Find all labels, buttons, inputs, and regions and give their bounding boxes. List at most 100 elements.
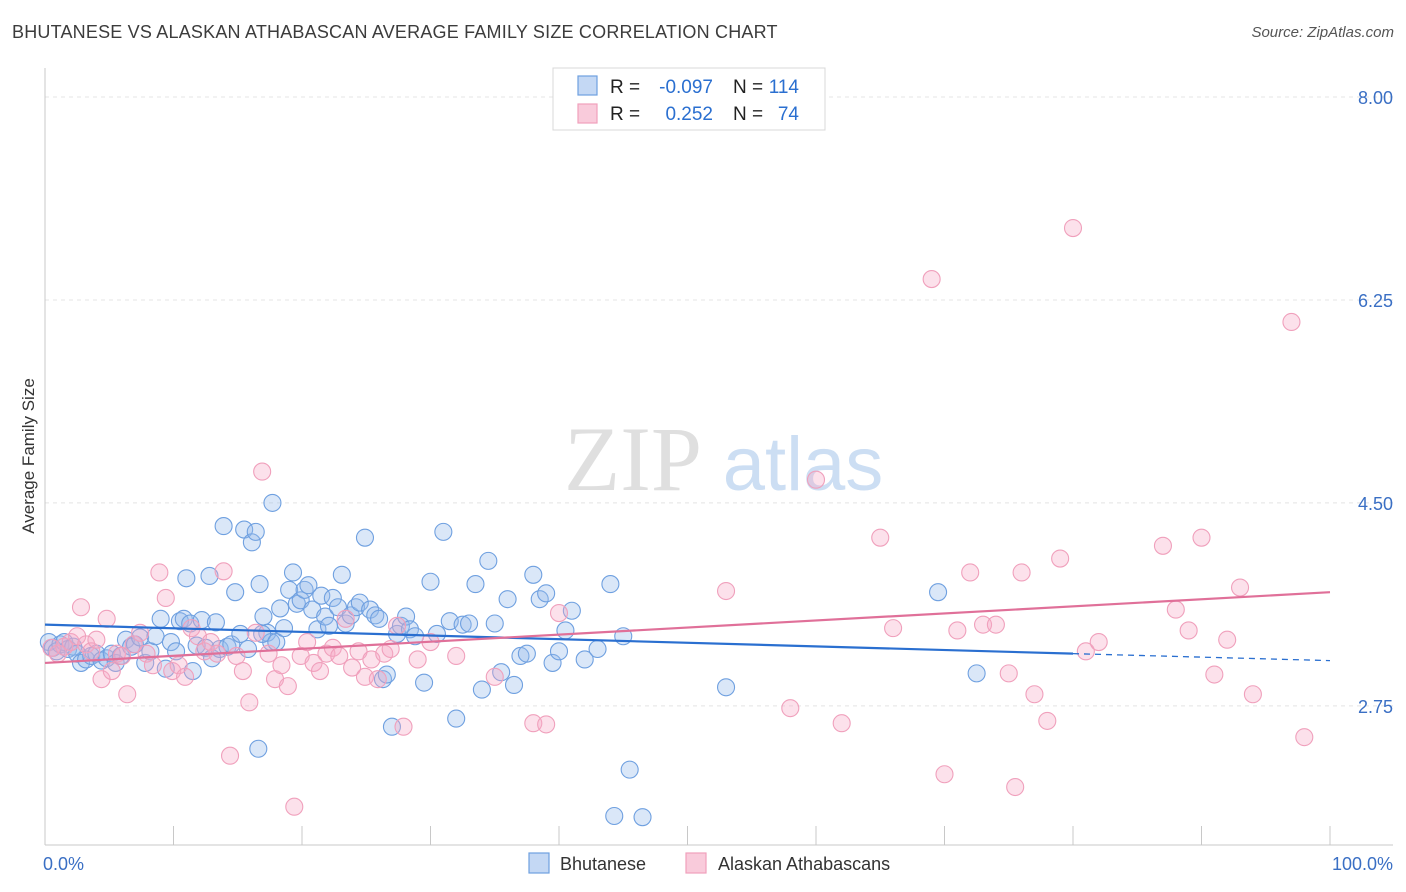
alaskan-athabascan-point bbox=[227, 646, 246, 666]
bhutanese-point bbox=[131, 628, 150, 647]
watermark-atlas: atlas bbox=[723, 422, 884, 507]
x-tick-label-end: 100.0% bbox=[1332, 854, 1393, 874]
alaskan-athabascan-point bbox=[1282, 312, 1301, 332]
alaskan-athabascan-point bbox=[1051, 549, 1070, 568]
bhutanese-point bbox=[238, 639, 258, 659]
alaskan-athabascan-point bbox=[948, 621, 967, 640]
alaskan-athabascan-point bbox=[124, 635, 143, 654]
bhutanese-point bbox=[504, 675, 524, 695]
bhutanese-point bbox=[517, 644, 536, 663]
y-tick-label: 8.00 bbox=[1358, 88, 1393, 108]
bhutanese-point bbox=[556, 621, 575, 640]
bhutanese-point bbox=[231, 624, 250, 643]
alaskan-athabascan-point bbox=[1089, 633, 1108, 652]
bhutanese-point bbox=[447, 709, 466, 728]
legend-swatch-blue bbox=[577, 75, 598, 96]
alaskan-athabascan-points bbox=[42, 218, 1314, 816]
alaskan-athabascan-point bbox=[1218, 630, 1237, 649]
alaskan-athabascan-point bbox=[394, 717, 413, 736]
bottom-legend-swatch-blue bbox=[528, 852, 550, 874]
alaskan-athabascan-point bbox=[973, 615, 993, 634]
bhutanese-point bbox=[415, 673, 434, 692]
alaskan-athabascan-point bbox=[1243, 685, 1262, 704]
bhutanese-point bbox=[299, 576, 318, 595]
legend-r-label-2: R = bbox=[610, 104, 640, 125]
alaskan-athabascan-point bbox=[1012, 563, 1031, 582]
alaskan-athabascan-point bbox=[485, 667, 504, 686]
bhutanese-point bbox=[377, 665, 396, 684]
bhutanese-point bbox=[174, 609, 193, 628]
bhutanese-point bbox=[370, 609, 389, 628]
bhutanese-point bbox=[226, 583, 245, 602]
bhutanese-point bbox=[549, 642, 569, 661]
bhutanese-point bbox=[249, 739, 268, 758]
bhutanese-point bbox=[250, 575, 269, 594]
bhutanese-point bbox=[575, 650, 594, 669]
alaskan-athabascan-point bbox=[102, 661, 121, 681]
alaskan-athabascan-point bbox=[176, 667, 195, 686]
bhutanese-point bbox=[479, 551, 498, 570]
legend-r-value-1: -0.097 bbox=[659, 77, 713, 98]
alaskan-athabascan-point bbox=[97, 609, 116, 628]
alaskan-athabascan-point bbox=[1166, 600, 1185, 619]
bhutanese-point bbox=[485, 614, 504, 633]
bhutanese-point bbox=[601, 575, 620, 594]
alaskan-athabascan-point bbox=[343, 658, 362, 677]
alaskan-athabascan-point bbox=[349, 642, 368, 661]
bhutanese-point bbox=[588, 639, 607, 659]
alaskan-athabascan-point bbox=[278, 677, 297, 696]
bhutanese-point bbox=[620, 760, 639, 779]
alaskan-athabascan-point bbox=[1025, 685, 1044, 704]
bhutanese-point bbox=[271, 599, 290, 618]
alaskan-athabascan-point bbox=[1063, 218, 1083, 238]
bhutanese-point bbox=[524, 565, 543, 584]
grid-lines bbox=[45, 96, 1393, 707]
alaskan-athabascan-point bbox=[143, 656, 162, 675]
alaskan-athabascan-point bbox=[1076, 642, 1095, 661]
bhutanese-point bbox=[355, 528, 375, 547]
alaskan-athabascan-point bbox=[447, 646, 466, 666]
bhutanese-point bbox=[316, 607, 335, 626]
bhutanese-point bbox=[929, 583, 948, 602]
alaskan-athabascan-trend-line bbox=[44, 591, 1331, 665]
alaskan-athabascan-point bbox=[549, 604, 569, 623]
legend-r-label-1: R = bbox=[610, 77, 640, 98]
bhutanese-point bbox=[466, 575, 485, 594]
alaskan-athabascan-point bbox=[999, 664, 1018, 683]
bhutanese-point bbox=[242, 533, 261, 552]
chart-title: BHUTANESE VS ALASKAN ATHABASCAN AVERAGE … bbox=[12, 22, 778, 42]
bhutanese-trend-extension bbox=[1072, 652, 1331, 662]
bhutanese-point bbox=[543, 653, 562, 672]
bhutanese-point bbox=[151, 609, 170, 628]
alaskan-athabascan-point bbox=[1006, 777, 1025, 797]
bhutanese-point bbox=[459, 614, 479, 633]
alaskan-athabascan-point bbox=[1205, 665, 1224, 684]
alaskan-athabascan-point bbox=[408, 650, 427, 669]
bhutanese-point bbox=[323, 588, 342, 608]
alaskan-athabascan-point bbox=[246, 623, 265, 642]
stats-legend: R = -0.097 N = 114 R = 0.252 N = 74 bbox=[552, 67, 826, 131]
alaskan-athabascan-point bbox=[285, 797, 304, 816]
alaskan-athabascan-point bbox=[524, 714, 543, 733]
bhutanese-point bbox=[214, 517, 233, 536]
alaskan-athabascan-point bbox=[113, 646, 132, 666]
bhutanese-point bbox=[472, 680, 491, 699]
bhutanese-point bbox=[283, 563, 303, 582]
alaskan-athabascan-point bbox=[150, 563, 169, 582]
series-legend: Bhutanese Alaskan Athabascans bbox=[528, 852, 890, 874]
alaskan-athabascan-point bbox=[871, 528, 890, 547]
alaskan-athabascan-point bbox=[832, 714, 851, 733]
bhutanese-point bbox=[246, 522, 265, 541]
watermark-zip: ZIP bbox=[564, 408, 702, 510]
alaskan-athabascan-point bbox=[1179, 621, 1198, 640]
alaskan-athabascan-point bbox=[272, 656, 291, 675]
alaskan-athabascan-point bbox=[781, 699, 800, 718]
alaskan-athabascan-point bbox=[240, 693, 259, 712]
x-tick-labels: 0.0% 100.0% bbox=[43, 854, 1393, 874]
alaskan-athabascan-point bbox=[806, 470, 826, 489]
x-tick-label-start: 0.0% bbox=[43, 854, 84, 874]
alaskan-athabascan-point bbox=[961, 563, 980, 582]
y-tick-label: 6.25 bbox=[1358, 291, 1393, 311]
alaskan-athabascan-point bbox=[1231, 578, 1250, 597]
